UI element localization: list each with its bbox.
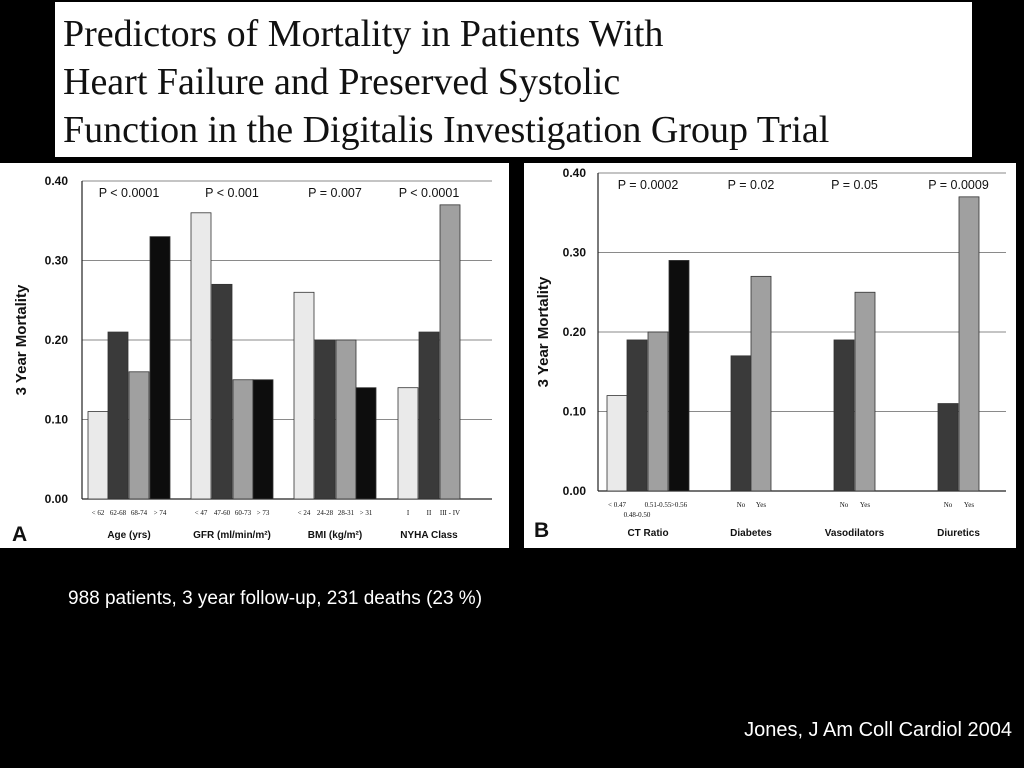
bar-b-0-0 <box>606 395 628 492</box>
group-label-b: Diabetes <box>730 528 772 539</box>
y-axis-title-b: 3 Year Mortality <box>535 276 552 387</box>
p-value-label-a: P < 0.0001 <box>99 186 160 200</box>
bar-b-2-0 <box>833 339 855 492</box>
group-label-a: Age (yrs) <box>107 530 150 541</box>
bar-b-3-1 <box>958 196 980 492</box>
category-label-a: < 24 <box>298 509 311 517</box>
bar-a-3-0 <box>397 387 419 500</box>
p-value-label-b: P = 0.0009 <box>928 178 989 192</box>
panel-label-b: B <box>534 519 549 542</box>
footnote: 988 patients, 3 year follow-up, 231 deat… <box>68 588 483 609</box>
citation: Jones, J Am Coll Cardiol 2004 <box>744 719 1012 741</box>
bar-a-2-0 <box>293 291 315 500</box>
bar-a-1-0 <box>190 212 212 500</box>
bar-b-0-3 <box>668 260 690 492</box>
p-value-label-a: P < 0.0001 <box>399 186 460 200</box>
y-tick-label-a: 0.10 <box>45 413 69 427</box>
category-label-b: 0.51-0.55 <box>645 501 672 509</box>
chart-b-svg: 0.00 0.10 0.20 0.30 0.40 3 Year Mortality B < 0… <box>534 166 1006 542</box>
y-tick-label-a: 0.20 <box>45 333 69 347</box>
group-label-b: Vasodilators <box>825 528 885 539</box>
category-label-a: 62-68 <box>110 509 127 517</box>
chart-a-svg: 0.00 0.10 0.20 0.30 0.40 3 Year Mortality A < 6… <box>12 174 492 546</box>
bar-b-0-1 <box>626 339 648 492</box>
y-tick-label-b: 0.00 <box>563 484 587 498</box>
category-label-b: No <box>840 501 849 509</box>
p-value-label-b: P = 0.05 <box>831 178 878 192</box>
category-label-b: Yes <box>756 501 766 509</box>
bar-a-3-1 <box>418 331 440 500</box>
y-tick-label-a: 0.40 <box>45 174 69 188</box>
bar-a-0-0 <box>87 411 109 500</box>
category-label-a: 60-73 <box>235 509 252 517</box>
y-tick-label-b: 0.30 <box>563 246 587 260</box>
category-label-b: 0.48-0.50 <box>624 511 651 519</box>
bar-a-2-2 <box>335 339 357 500</box>
p-value-label-a: P = 0.007 <box>308 186 362 200</box>
category-label-a: 24-28 <box>317 509 334 517</box>
category-label-a: > 31 <box>360 509 373 517</box>
category-label-b: No <box>944 501 953 509</box>
category-label-b: No <box>737 501 746 509</box>
title-line-2: Heart Failure and Preserved Systolic <box>63 61 621 103</box>
y-tick-label-b: 0.20 <box>563 325 587 339</box>
bar-b-2-1 <box>854 291 876 492</box>
bar-a-0-3 <box>149 236 171 500</box>
bar-a-2-3 <box>355 387 377 500</box>
title-line-1: Predictors of Mortality in Patients With <box>63 13 664 55</box>
y-tick-label-b: 0.10 <box>563 405 587 419</box>
category-label-a: > 73 <box>257 509 270 517</box>
chart-panel-a: 0.00 0.10 0.20 0.30 0.40 3 Year Mortality A < 6… <box>0 163 509 548</box>
category-label-a: II <box>427 509 432 517</box>
bar-b-0-2 <box>647 331 669 492</box>
bar-a-3-2 <box>439 204 461 500</box>
category-label-b: >0.56 <box>671 501 688 509</box>
panel-label-a: A <box>12 523 27 546</box>
bar-a-0-2 <box>128 371 150 500</box>
bar-a-1-1 <box>211 283 233 500</box>
bar-a-2-1 <box>314 339 336 500</box>
p-value-label-b: P = 0.02 <box>728 178 775 192</box>
bar-a-0-1 <box>107 331 129 500</box>
slide-title: Predictors of Mortality in Patients With… <box>55 2 972 157</box>
category-label-a: < 62 <box>92 509 105 517</box>
category-label-b: Yes <box>964 501 974 509</box>
group-label-b: CT Ratio <box>627 528 668 539</box>
category-label-a: III - IV <box>440 509 460 517</box>
category-label-a: < 47 <box>195 509 208 517</box>
category-label-b: Yes <box>860 501 870 509</box>
group-label-a: NYHA Class <box>400 530 458 541</box>
bar-a-1-3 <box>252 379 274 500</box>
category-label-a: 47-60 <box>214 509 231 517</box>
y-tick-label-b: 0.40 <box>563 166 587 180</box>
group-label-a: BMI (kg/m²) <box>308 530 362 541</box>
y-tick-label-a: 0.30 <box>45 254 69 268</box>
y-axis-title-a: 3 Year Mortality <box>13 284 30 395</box>
category-label-a: 68-74 <box>131 509 148 517</box>
group-label-b: Diuretics <box>937 528 980 539</box>
category-label-a: I <box>407 509 410 517</box>
category-label-a: > 74 <box>154 509 167 517</box>
bar-a-1-2 <box>232 379 254 500</box>
bar-b-3-0 <box>937 403 959 492</box>
bar-b-1-0 <box>730 355 752 492</box>
category-label-b: < 0.47 <box>608 501 626 509</box>
y-tick-label-a: 0.00 <box>45 492 69 506</box>
title-line-3: Function in the Digitalis Investigation … <box>63 109 830 151</box>
chart-panel-b: 0.00 0.10 0.20 0.30 0.40 3 Year Mortality B < 0… <box>524 163 1016 548</box>
bar-b-1-1 <box>750 275 772 492</box>
category-label-a: 28-31 <box>338 509 355 517</box>
p-value-label-b: P = 0.0002 <box>618 178 679 192</box>
group-label-a: GFR (ml/min/m²) <box>193 530 271 541</box>
p-value-label-a: P < 0.001 <box>205 186 259 200</box>
